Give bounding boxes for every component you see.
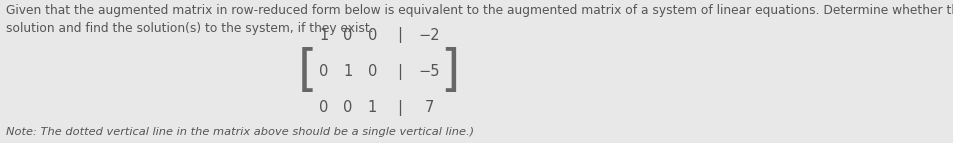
Text: Note: The dotted vertical line in the matrix above should be a single vertical l: Note: The dotted vertical line in the ma… — [7, 127, 475, 137]
Text: Given that the augmented matrix in row-reduced form below is equivalent to the a: Given that the augmented matrix in row-r… — [7, 4, 953, 35]
Text: 0: 0 — [367, 28, 376, 42]
Text: 1: 1 — [319, 28, 328, 42]
Text: |: | — [396, 63, 401, 80]
Text: −2: −2 — [418, 28, 439, 42]
Text: 0: 0 — [343, 28, 353, 42]
Text: |: | — [396, 100, 401, 116]
Text: 0: 0 — [319, 101, 328, 115]
Text: [: [ — [298, 47, 317, 96]
Text: 0: 0 — [343, 101, 353, 115]
Text: 1: 1 — [343, 64, 353, 79]
Text: 0: 0 — [367, 64, 376, 79]
Text: 7: 7 — [424, 101, 434, 115]
Text: |: | — [396, 27, 401, 43]
Text: ]: ] — [440, 47, 459, 96]
Text: −5: −5 — [418, 64, 439, 79]
Text: 1: 1 — [367, 101, 376, 115]
Text: 0: 0 — [319, 64, 328, 79]
